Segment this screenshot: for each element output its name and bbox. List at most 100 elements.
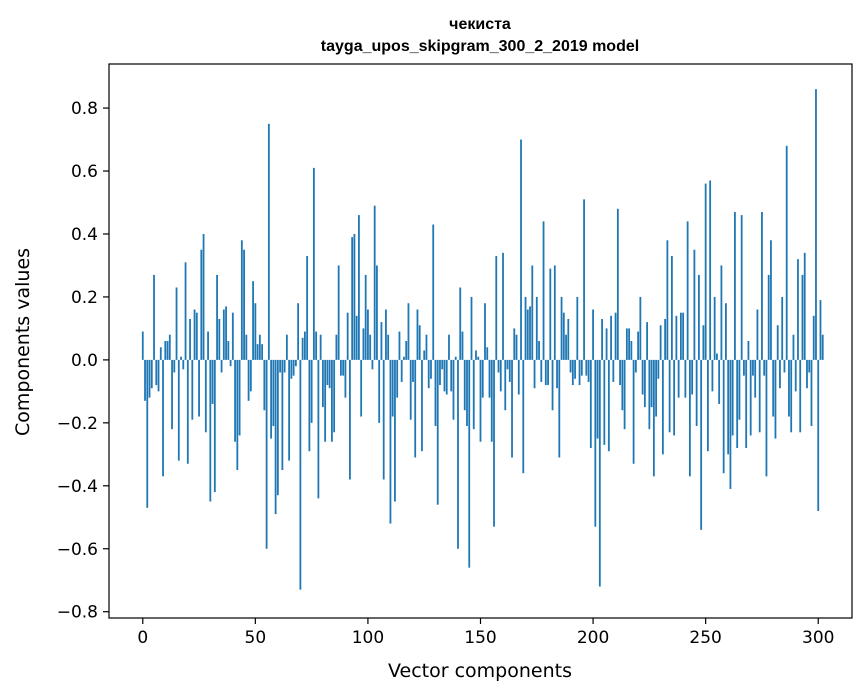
bar-179 xyxy=(544,359,547,386)
bar-210 xyxy=(614,312,617,360)
bar-3 xyxy=(148,359,151,398)
bar-228 xyxy=(655,359,658,417)
bar-6 xyxy=(155,359,158,386)
bar-42 xyxy=(236,359,239,471)
bar-189 xyxy=(567,318,570,360)
bar-148 xyxy=(475,350,477,360)
bar-183 xyxy=(553,265,556,360)
bar-279 xyxy=(770,240,772,360)
bar-204 xyxy=(601,318,603,360)
bar-206 xyxy=(605,328,608,360)
bar-254 xyxy=(713,296,716,360)
y-tick-label: 0.2 xyxy=(71,288,98,308)
x-tick-label: 150 xyxy=(464,628,496,648)
bar-162 xyxy=(506,359,509,370)
y-tick-label: 0.0 xyxy=(71,351,98,371)
bar-133 xyxy=(441,359,444,370)
bar-296 xyxy=(808,359,811,373)
bar-124 xyxy=(421,359,423,452)
bar-134 xyxy=(443,359,446,392)
bar-118 xyxy=(407,303,410,360)
bar-172 xyxy=(529,306,531,360)
bar-230 xyxy=(659,325,662,360)
bar-93 xyxy=(351,237,354,360)
bar-79 xyxy=(319,334,322,360)
bar-286 xyxy=(785,145,788,360)
bar-51 xyxy=(256,344,259,360)
bar-96 xyxy=(358,215,360,360)
bar-94 xyxy=(353,233,356,360)
bar-297 xyxy=(810,359,813,426)
bar-252 xyxy=(709,180,712,360)
bar-212 xyxy=(619,359,621,386)
bar-154 xyxy=(488,359,491,398)
bar-278 xyxy=(767,274,770,360)
bar-30 xyxy=(209,359,212,502)
bar-99 xyxy=(364,274,367,360)
bar-227 xyxy=(652,359,655,477)
bar-34 xyxy=(218,318,221,360)
bar-280 xyxy=(772,359,775,417)
bar-251 xyxy=(707,359,709,452)
bar-52 xyxy=(258,334,261,360)
bar-152 xyxy=(484,303,486,360)
bar-243 xyxy=(688,359,691,477)
bar-53 xyxy=(261,344,264,360)
bar-147 xyxy=(472,359,475,430)
bar-5 xyxy=(153,274,155,360)
bar-102 xyxy=(371,359,374,370)
bar-284 xyxy=(781,296,784,360)
chart-subtitle: tayga_upos_skipgram_300_2_2019 model xyxy=(321,38,639,55)
bar-108 xyxy=(385,309,387,360)
x-tick-label: 200 xyxy=(577,628,609,648)
bar-88 xyxy=(340,359,342,376)
bar-233 xyxy=(666,240,669,360)
bar-29 xyxy=(207,331,209,360)
bar-292 xyxy=(799,359,802,433)
bar-167 xyxy=(517,359,520,395)
bar-105 xyxy=(378,359,381,423)
bar-236 xyxy=(673,359,676,436)
bar-285 xyxy=(783,359,786,373)
x-tick-label: 0 xyxy=(137,628,148,648)
bar-197 xyxy=(585,359,588,376)
bar-114 xyxy=(398,331,401,360)
bar-68 xyxy=(294,359,297,367)
bar-176 xyxy=(538,341,540,360)
bar-208 xyxy=(610,315,612,360)
bar-205 xyxy=(603,359,606,445)
bar-157 xyxy=(495,256,498,360)
bar-207 xyxy=(607,359,610,452)
bar-273 xyxy=(756,309,759,360)
bar-15 xyxy=(175,287,178,360)
bar-125 xyxy=(423,350,426,360)
bar-90 xyxy=(344,359,347,398)
bar-200 xyxy=(592,309,594,360)
bar-159 xyxy=(499,359,502,392)
bar-117 xyxy=(405,341,408,360)
bar-173 xyxy=(531,265,534,360)
bar-24 xyxy=(195,312,198,360)
bar-115 xyxy=(400,359,403,382)
bar-168 xyxy=(520,139,522,360)
bar-116 xyxy=(403,356,405,360)
bar-256 xyxy=(718,359,721,404)
bar-282 xyxy=(776,325,779,360)
bar-298 xyxy=(812,315,815,360)
bar-145 xyxy=(468,359,471,568)
bar-100 xyxy=(367,309,369,360)
bar-259 xyxy=(725,303,727,360)
bar-8 xyxy=(159,347,162,360)
bar-43 xyxy=(238,359,241,436)
bar-225 xyxy=(648,359,651,430)
bar-130 xyxy=(434,359,437,426)
bar-238 xyxy=(677,359,680,398)
bar-267 xyxy=(743,359,745,376)
bar-155 xyxy=(490,359,493,442)
bar-295 xyxy=(806,359,808,389)
bar-45 xyxy=(243,249,245,360)
bar-135 xyxy=(445,359,448,395)
bar-73 xyxy=(306,256,309,360)
bar-11 xyxy=(166,341,169,360)
bar-291 xyxy=(797,259,799,360)
